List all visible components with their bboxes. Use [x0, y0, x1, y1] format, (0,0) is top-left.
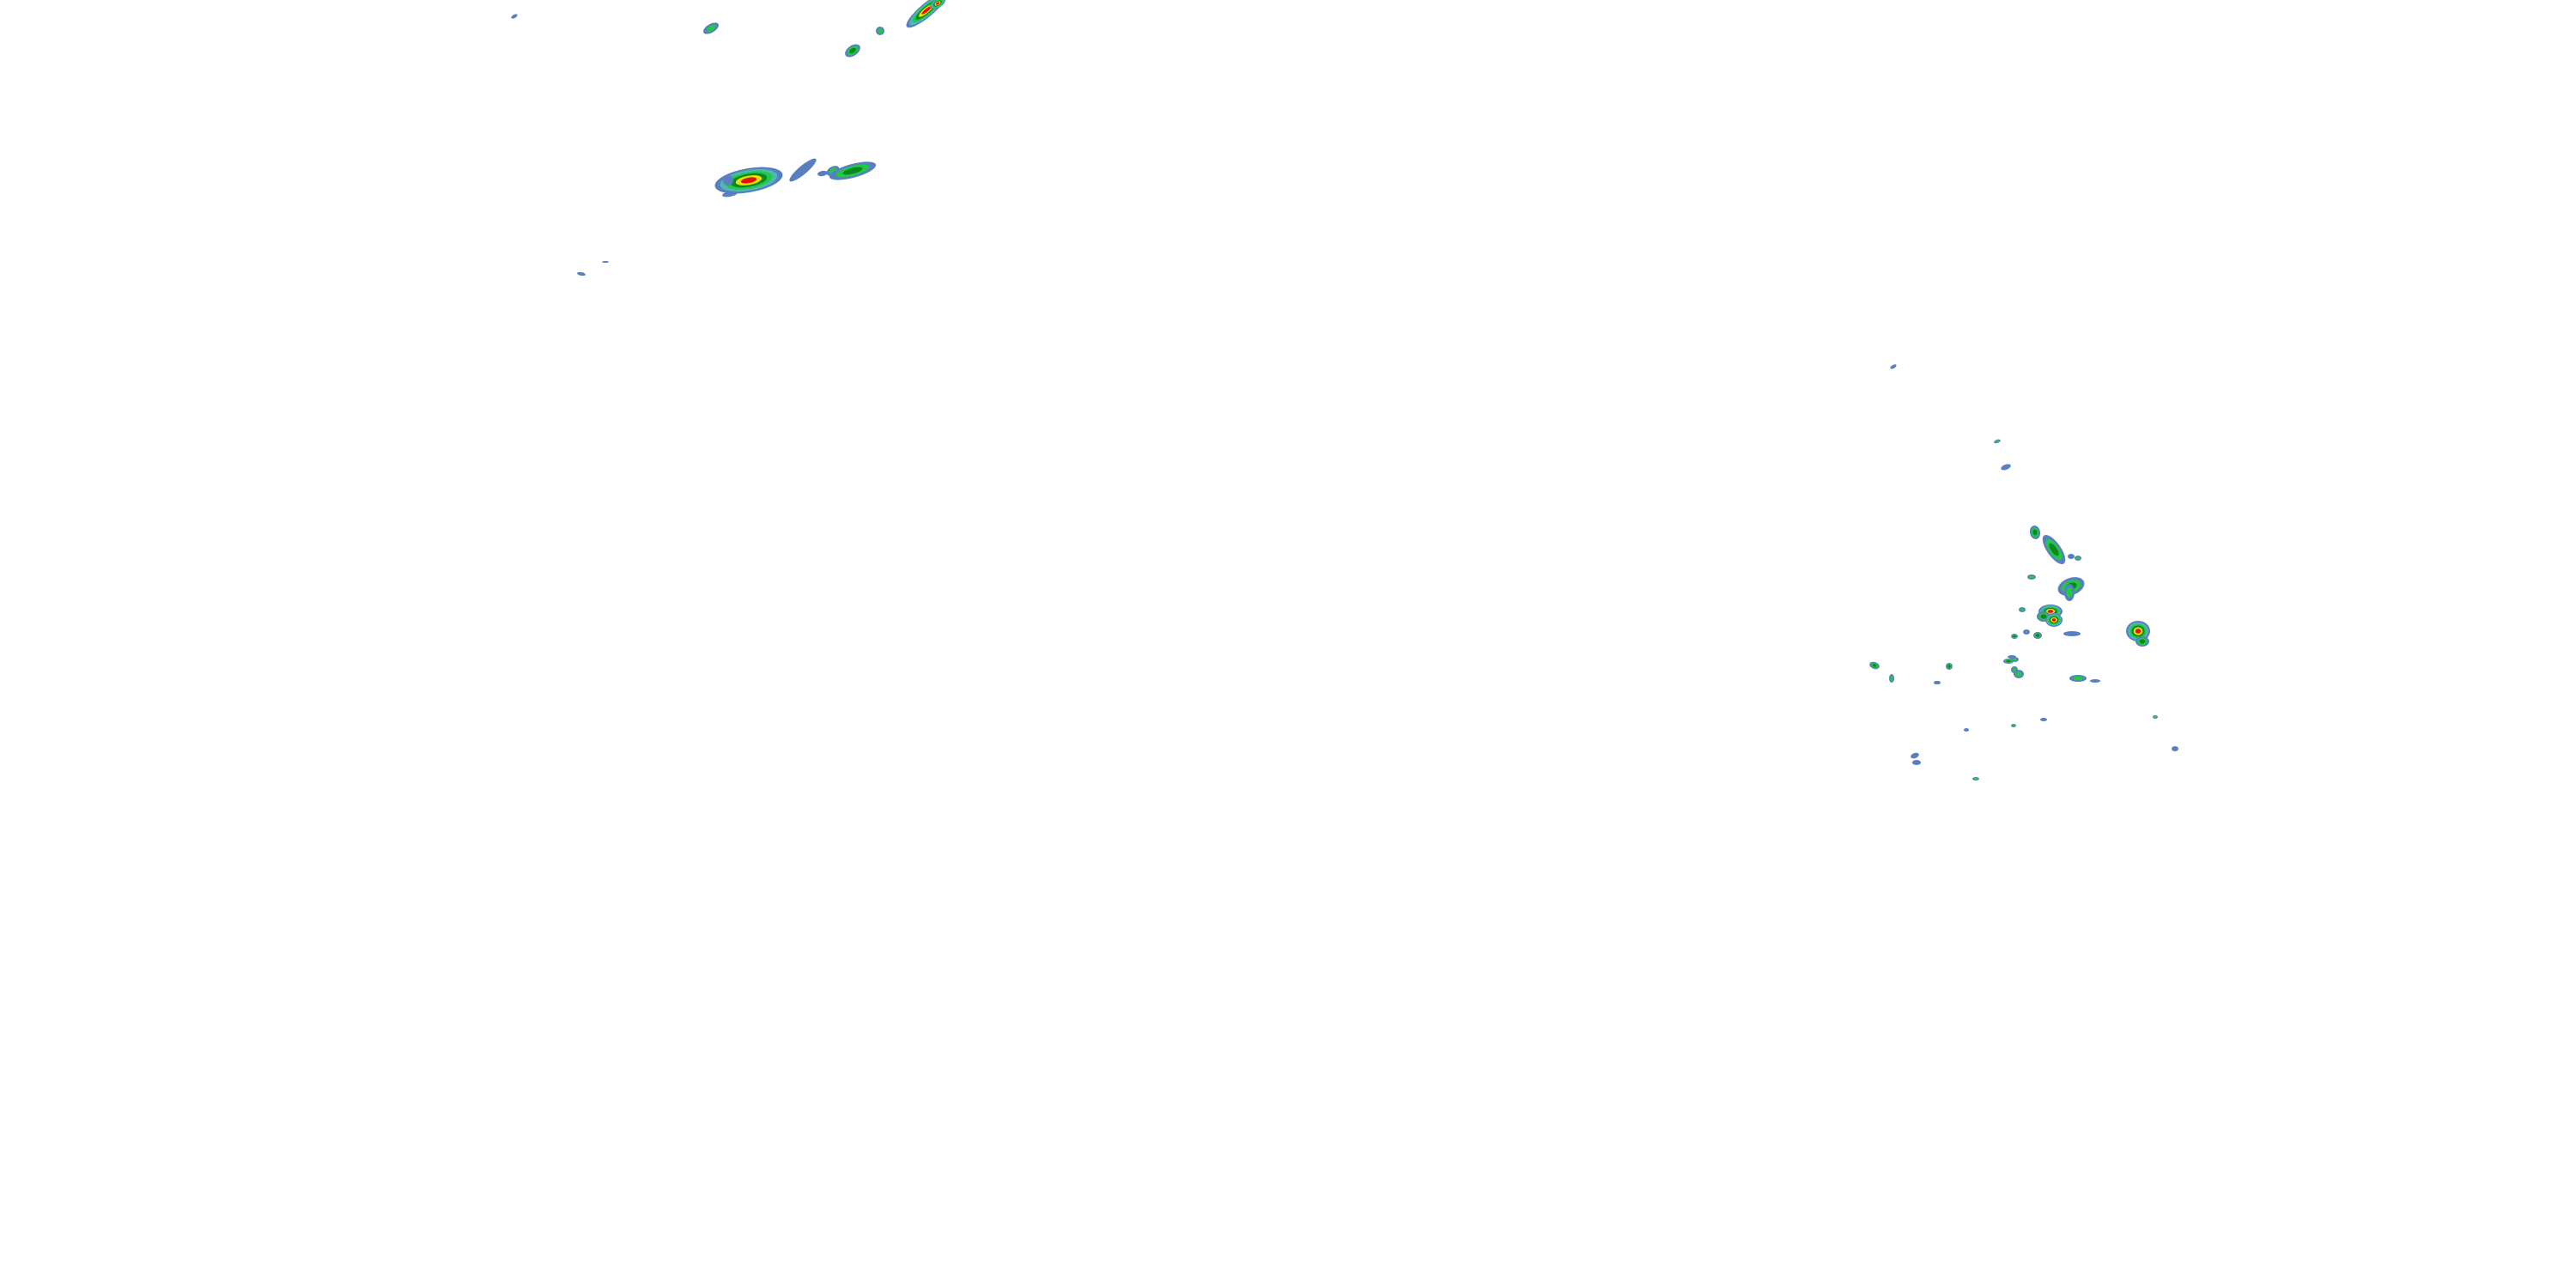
- reflectivity-band: [2035, 634, 2040, 637]
- reflectivity-band: [2020, 608, 2025, 611]
- reflectivity-band: [2047, 610, 2054, 613]
- reflectivity-band: [2172, 746, 2178, 751]
- reflectivity-band: [2135, 629, 2142, 634]
- radar-echo-cell: [1911, 752, 1919, 759]
- reflectivity-band: [2032, 529, 2038, 536]
- radar-echo-cell: [2075, 556, 2081, 561]
- reflectivity-band: [817, 170, 828, 177]
- reflectivity-band: [2029, 575, 2034, 579]
- radar-echo-cell: [1869, 661, 1880, 670]
- reflectivity-band: [2051, 618, 2057, 622]
- radar-echo-cell: [1994, 439, 2001, 444]
- radar-echo-cell: [2136, 636, 2149, 647]
- reflectivity-band: [2013, 635, 2016, 638]
- radar-echo-cell: [2090, 679, 2100, 683]
- radar-echo-cell: [876, 27, 884, 35]
- radar-echo-cell: [2126, 621, 2150, 641]
- reflectivity-band: [2154, 715, 2157, 719]
- reflectivity-band: [789, 158, 817, 182]
- radar-echo-cell: [2069, 675, 2087, 682]
- radar-echo-cell: [1890, 364, 1897, 369]
- reflectivity-band: [2049, 543, 2059, 556]
- reflectivity-band: [2040, 718, 2047, 721]
- reflectivity-band: [2015, 671, 2022, 677]
- reflectivity-band: [1890, 364, 1897, 369]
- radar-echo-cell: [2042, 534, 2066, 565]
- radar-echo-cell: [1964, 728, 1969, 732]
- radar-echo-cell: [2063, 631, 2081, 636]
- radar-echo-cell: [2014, 670, 2024, 678]
- reflectivity-band: [1973, 777, 1978, 781]
- reflectivity-band: [2063, 631, 2081, 636]
- reflectivity-band: [1890, 676, 1893, 681]
- radar-echo-cell: [906, 0, 947, 28]
- reflectivity-band: [2139, 639, 2146, 644]
- reflectivity-band: [878, 28, 883, 33]
- reflectivity-band: [842, 167, 863, 175]
- reflectivity-band: [1872, 664, 1877, 667]
- radar-echo-cell: [2003, 659, 2014, 664]
- reflectivity-band: [1964, 728, 1969, 732]
- reflectivity-band: [2068, 554, 2075, 559]
- reflectivity-band: [935, 2, 940, 5]
- radar-echo-cell: [2040, 718, 2047, 721]
- reflectivity-band: [2008, 655, 2016, 659]
- reflectivity-band: [2023, 629, 2030, 635]
- radar-echo-cell: [817, 170, 828, 177]
- radar-echo-cell: [702, 22, 720, 34]
- reflectivity-band: [577, 271, 586, 276]
- radar-echo-cell: [789, 158, 817, 182]
- radar-echo-cell: [1972, 777, 1979, 781]
- reflectivity-band: [722, 191, 738, 197]
- radar-echo-cell: [1946, 663, 1953, 670]
- radar-echo-cell: [2001, 464, 2011, 471]
- reflectivity-band: [2012, 724, 2015, 727]
- radar-echo-cell: [2011, 724, 2016, 727]
- reflectivity-band: [1995, 440, 2000, 443]
- reflectivity-band: [602, 261, 609, 263]
- radar-echo-cell: [2064, 584, 2075, 601]
- radar-echo-cell: [511, 14, 518, 19]
- radar-echo-cell: [2033, 632, 2042, 639]
- radar-echo-cell: [714, 167, 783, 194]
- reflectivity-band: [2073, 676, 2083, 681]
- radar-echo-cell: [2029, 526, 2041, 539]
- reflectivity-band: [740, 177, 757, 184]
- radar-echo-cell: [1889, 674, 1894, 683]
- reflectivity-band: [1912, 760, 1921, 765]
- reflectivity-band: [511, 14, 518, 19]
- reflectivity-band: [2066, 587, 2073, 598]
- radar-echo-cell: [2045, 613, 2063, 627]
- reflectivity-band: [706, 25, 716, 32]
- radar-echo-cell: [2172, 746, 2178, 751]
- reflectivity-band: [849, 47, 856, 54]
- radar-echo-cell: [2027, 574, 2036, 580]
- reflectivity-band: [2040, 614, 2047, 619]
- reflectivity-band: [2075, 556, 2081, 560]
- reflectivity-band: [921, 6, 932, 15]
- radar-echo-cell: [1934, 681, 1939, 684]
- radar-echo-cell: [2019, 607, 2026, 612]
- radar-echo-cell: [723, 175, 733, 185]
- reflectivity-band: [2001, 464, 2011, 471]
- reflectivity-band: [1947, 665, 1951, 668]
- radar-echo-cell: [2011, 634, 2018, 639]
- radar-echo-cell: [829, 161, 877, 180]
- radar-echo-cell: [2008, 655, 2016, 659]
- radar-echo-cell: [1912, 760, 1921, 765]
- radar-echo-cell: [2153, 715, 2158, 719]
- radar-echo-cell: [2068, 554, 2075, 559]
- reflectivity-band: [2090, 679, 2100, 683]
- radar-echo-cell: [722, 191, 738, 197]
- radar-echo-cell: [929, 0, 946, 9]
- reflectivity-band: [1934, 681, 1939, 684]
- radar-echo-cell: [577, 271, 586, 276]
- radar-echo-cell: [845, 44, 860, 58]
- reflectivity-band: [2006, 659, 2011, 663]
- radar-echo-cell: [2023, 629, 2030, 635]
- radar-echo-cell: [602, 261, 609, 263]
- reflectivity-band: [723, 175, 733, 185]
- reflectivity-band: [1911, 752, 1919, 759]
